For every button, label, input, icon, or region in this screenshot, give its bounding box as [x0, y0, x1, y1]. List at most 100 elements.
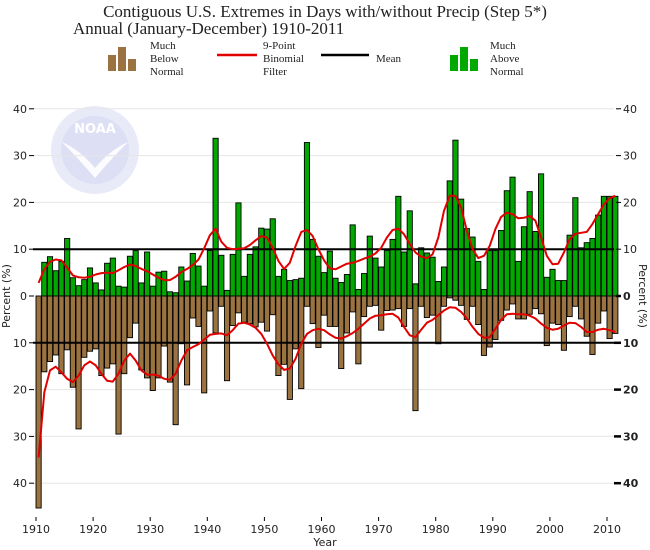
bar-above: [361, 273, 368, 297]
bar-below: [378, 295, 385, 331]
bar-above: [218, 254, 225, 297]
bar-above: [486, 250, 493, 297]
bar-below: [184, 295, 191, 386]
legend-below-line2: Below: [150, 53, 179, 65]
bar-above: [400, 251, 408, 297]
bar-below: [492, 295, 499, 340]
bar-below: [138, 295, 145, 371]
svg-text:Much Above Normal: Much Above Normal: [490, 40, 524, 78]
bar-above: [98, 289, 105, 297]
bar-above: [343, 274, 350, 297]
bar-below: [332, 295, 339, 327]
bar-below: [446, 295, 453, 299]
x-tick-label: 2010: [593, 523, 621, 536]
bar-below: [229, 295, 236, 326]
bar-above: [349, 224, 356, 297]
bar-below: [246, 295, 253, 325]
legend-filter-line3: Filter: [263, 66, 287, 78]
bar-below: [435, 295, 442, 345]
bar-above: [423, 252, 430, 297]
bar-below: [195, 295, 202, 327]
bar-below: [383, 295, 390, 311]
bar-above: [132, 250, 139, 297]
mean-lines: [33, 248, 614, 344]
bar-above: [321, 272, 328, 297]
bar-below: [338, 295, 345, 369]
y-tick-label-left: 10: [13, 243, 27, 256]
bar-above: [378, 266, 385, 297]
bar-below: [543, 295, 550, 347]
bar-below: [612, 295, 619, 334]
bar-below: [235, 295, 242, 314]
bar-below: [372, 295, 379, 306]
bar-below: [526, 295, 533, 315]
bar-above: [121, 286, 128, 297]
chart-subtitle: Annual (January-December) 1910-2011: [73, 19, 344, 38]
bar-above: [241, 275, 248, 297]
bar-below: [132, 295, 139, 324]
bar-below: [480, 295, 488, 356]
bar-above: [172, 292, 179, 297]
bar-below: [75, 295, 82, 430]
bar-below: [241, 295, 248, 323]
bar-above: [286, 280, 293, 297]
bar-above: [555, 280, 562, 297]
bar-below: [583, 295, 590, 337]
y-tick-label-left: 0: [20, 290, 27, 303]
bar-above: [69, 277, 76, 297]
y-tick-label-left: 30: [13, 430, 27, 443]
bar-above: [126, 255, 134, 297]
legend-filter-line1: 9-Point: [263, 40, 295, 52]
y-tick-label-right: 10: [623, 337, 639, 350]
y-tick-label-left: 20: [13, 384, 27, 397]
bar-above: [86, 267, 94, 297]
bar-below: [366, 295, 373, 307]
y-tick-label-right: 20: [623, 196, 637, 209]
bar-above: [480, 288, 488, 297]
bar-below: [418, 295, 425, 307]
legend-above-line1: Much: [490, 40, 516, 52]
bar-above: [412, 283, 419, 297]
bar-above: [435, 281, 442, 297]
bar-above: [452, 139, 459, 297]
bar-below: [98, 295, 105, 377]
bar-above: [366, 235, 373, 297]
bar-above: [332, 277, 339, 297]
bar-below: [92, 295, 99, 350]
bar-above: [429, 256, 436, 297]
bar-above: [201, 285, 208, 297]
bar-below: [600, 295, 607, 312]
filter-line-below: [37, 306, 616, 458]
x-tick-label: 2000: [536, 523, 564, 536]
bar-below: [212, 295, 219, 334]
bar-above: [81, 279, 88, 297]
bar-above: [281, 268, 288, 297]
legend-mean-label: Mean: [376, 53, 402, 65]
bar-above: [338, 281, 345, 297]
bar-below: [395, 295, 402, 310]
bar-above: [298, 277, 305, 297]
bar-below: [64, 295, 71, 351]
bar-above: [406, 210, 413, 297]
bar-below: [486, 295, 493, 348]
bar-below: [109, 295, 116, 365]
y-tick-label-left: 40: [13, 477, 27, 490]
bar-below: [361, 295, 368, 318]
bar-below: [309, 295, 316, 325]
bar-below: [115, 295, 122, 435]
bar-above: [526, 191, 533, 297]
bar-above: [195, 265, 202, 297]
y-tick-label-left: 40: [13, 103, 27, 116]
noaa-logo-icon: NOAA: [51, 106, 139, 194]
bar-below: [566, 295, 573, 318]
bar-above: [246, 253, 253, 297]
bar-below: [52, 295, 59, 356]
bar-below: [606, 295, 613, 340]
legend-below-icon: [108, 47, 136, 71]
bar-above: [161, 270, 168, 297]
bar-above: [543, 276, 550, 297]
x-tick-label: 1920: [79, 523, 107, 536]
y-tick-label-left: 20: [13, 196, 27, 209]
bar-below: [578, 295, 585, 320]
